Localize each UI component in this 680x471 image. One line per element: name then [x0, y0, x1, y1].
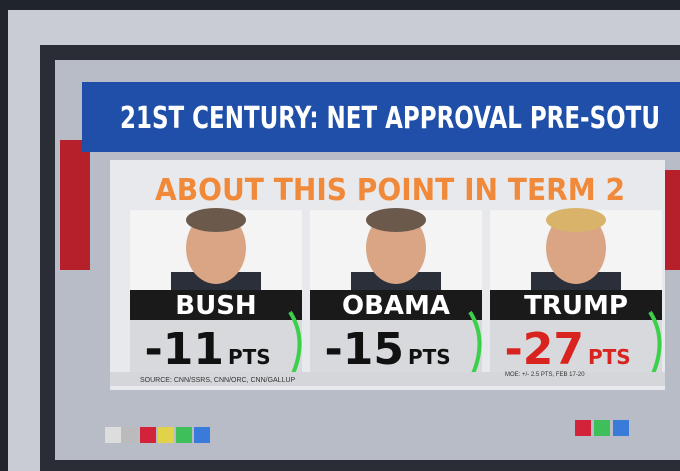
- side-strip-right: [662, 170, 680, 270]
- bracket: [468, 310, 482, 377]
- source: SOURCE: CNN/SSRS, CNN/ORC, CNN/GALLUP: [140, 377, 296, 384]
- footer-strip: [110, 372, 665, 386]
- unit: PTS: [588, 345, 631, 369]
- hair: [186, 208, 246, 232]
- moe: MOE: +/- 2.5 PTS, FEB 17-20: [505, 372, 585, 378]
- indicator: [575, 420, 591, 436]
- name: BUSH: [175, 291, 256, 321]
- hair: [366, 208, 426, 232]
- value: -15: [325, 324, 405, 375]
- title-bar: [82, 82, 680, 152]
- value: -11: [145, 324, 225, 375]
- indicator: [194, 427, 210, 443]
- name-bar: [490, 290, 662, 320]
- indicator: [105, 427, 121, 443]
- value-bg: [490, 320, 662, 372]
- indicator: [176, 427, 192, 443]
- indicator: [613, 420, 629, 436]
- indicator: [158, 427, 174, 443]
- value-bg: [130, 320, 302, 372]
- value-bg: [310, 320, 482, 372]
- value: -27: [505, 324, 585, 375]
- hair: [546, 208, 606, 232]
- unit: PTS: [228, 345, 271, 369]
- name: TRUMP: [524, 291, 628, 321]
- indicator: [594, 420, 610, 436]
- subtitle: ABOUT THIS POINT IN TERM 2: [155, 173, 625, 208]
- bracket: [648, 310, 662, 377]
- unit: PTS: [408, 345, 451, 369]
- name-bar: [130, 290, 302, 320]
- indicator: [140, 427, 156, 443]
- side-strip: [60, 140, 90, 270]
- title: 21ST CENTURY: NET APPROVAL PRE-SOTU: [120, 101, 660, 136]
- name-bar: [310, 290, 482, 320]
- indicator: [122, 427, 138, 443]
- bracket: [288, 310, 302, 377]
- name: OBAMA: [342, 291, 450, 321]
